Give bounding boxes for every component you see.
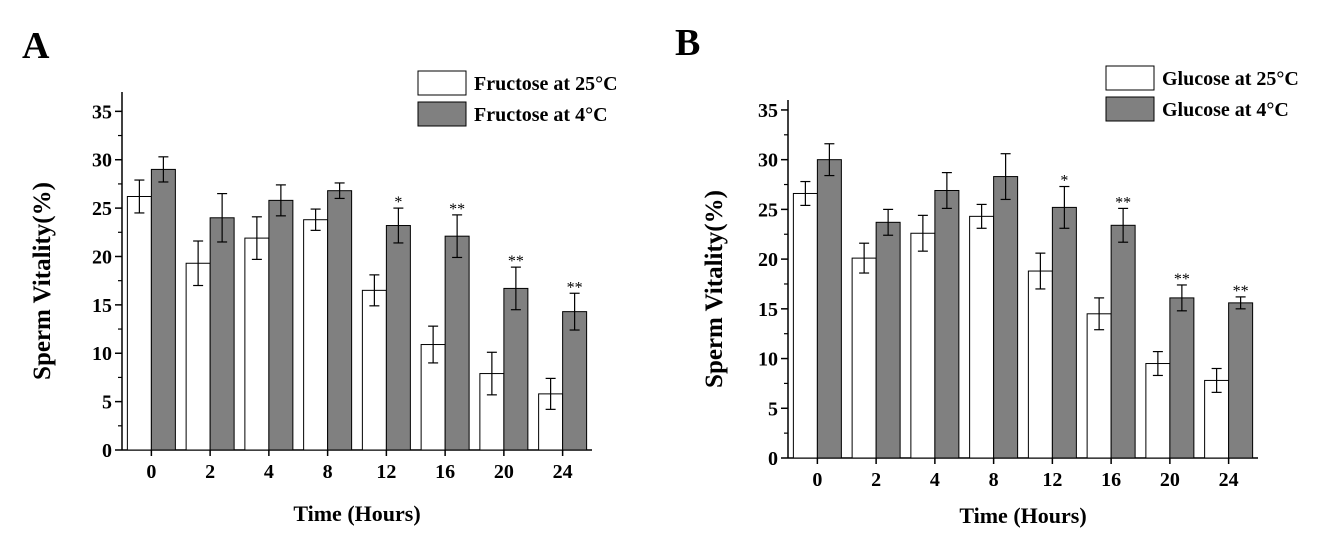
x-axis-title: Time (Hours) xyxy=(959,503,1086,528)
x-tick-label: 2 xyxy=(871,469,881,491)
x-tick-label: 20 xyxy=(494,461,514,483)
bar-series-1 xyxy=(934,189,960,459)
bar-series-0 xyxy=(851,257,877,459)
bar-series-1 xyxy=(268,199,294,451)
y-tick-label: 5 xyxy=(768,398,778,420)
bar-series-1 xyxy=(444,235,470,451)
legend-label-0: Glucose at 25°C xyxy=(1162,68,1299,90)
y-tick-label: 10 xyxy=(758,349,778,371)
y-tick-label: 25 xyxy=(758,199,778,221)
bar-series-1 xyxy=(150,168,176,451)
bar-series-0 xyxy=(244,237,270,451)
legend-label-0: Fructose at 25°C xyxy=(474,73,618,95)
panel-label: A xyxy=(22,25,50,67)
y-tick-label: 35 xyxy=(92,101,112,123)
x-tick-label: 2 xyxy=(205,461,215,483)
x-tick-label: 24 xyxy=(553,461,573,483)
x-tick-label: 20 xyxy=(1160,469,1180,491)
y-tick-label: 0 xyxy=(102,440,112,462)
significance-label: ** xyxy=(508,253,524,270)
significance-label: ** xyxy=(1174,271,1190,288)
y-tick-label: 30 xyxy=(758,150,778,172)
x-tick-label: 0 xyxy=(812,469,822,491)
y-tick-label: 15 xyxy=(92,295,112,317)
bar-series-0 xyxy=(1086,313,1112,459)
bar-series-0 xyxy=(1027,270,1053,459)
bar-series-1 xyxy=(875,221,901,459)
x-tick-label: 0 xyxy=(146,461,156,483)
x-tick-label: 8 xyxy=(323,461,333,483)
x-tick-label: 24 xyxy=(1219,469,1239,491)
legend-label-1: Fructose at 4°C xyxy=(474,104,608,126)
legend-swatch-0 xyxy=(417,70,467,96)
bar-series-1 xyxy=(209,217,235,451)
bar-series-1 xyxy=(816,159,842,459)
y-tick-label: 0 xyxy=(768,448,778,470)
significance-label: ** xyxy=(567,279,583,296)
y-tick-label: 10 xyxy=(92,343,112,365)
bar-series-1 xyxy=(1051,206,1077,459)
legend-swatch-1 xyxy=(1105,96,1155,122)
bar-series-0 xyxy=(361,289,387,451)
significance-label: ** xyxy=(449,201,465,218)
bar-series-0 xyxy=(303,219,329,451)
y-tick-label: 20 xyxy=(92,246,112,268)
y-axis-title: Sperm Vitality(%) xyxy=(29,182,56,380)
x-tick-label: 12 xyxy=(1042,469,1062,491)
bar-series-0 xyxy=(910,232,936,459)
y-tick-label: 20 xyxy=(758,249,778,271)
bar-series-0 xyxy=(969,215,995,459)
x-tick-label: 8 xyxy=(989,469,999,491)
bar-series-1 xyxy=(1228,302,1254,459)
y-tick-label: 5 xyxy=(102,392,112,414)
bar-series-1 xyxy=(1110,224,1136,459)
bar-series-0 xyxy=(792,192,818,459)
bar-series-1 xyxy=(385,225,411,451)
x-axis-title: Time (Hours) xyxy=(293,501,420,526)
x-tick-label: 12 xyxy=(376,461,396,483)
x-tick-label: 4 xyxy=(264,461,274,483)
significance-label: ** xyxy=(1233,283,1249,300)
panel-label: B xyxy=(675,22,700,64)
bar-series-1 xyxy=(562,311,588,451)
bar-series-0 xyxy=(185,262,211,451)
y-tick-label: 30 xyxy=(92,150,112,172)
legend-swatch-1 xyxy=(417,101,467,127)
significance-label: ** xyxy=(1115,194,1131,211)
y-tick-label: 35 xyxy=(758,100,778,122)
legend: Glucose at 25°C Glucose at 4°C xyxy=(1105,65,1299,122)
y-tick-label: 25 xyxy=(92,198,112,220)
y-axis-title: Sperm Vitality(%) xyxy=(701,190,728,388)
bar-series-1 xyxy=(993,176,1019,459)
significance-label: * xyxy=(1060,173,1068,190)
x-tick-label: 16 xyxy=(435,461,455,483)
y-tick-label: 15 xyxy=(758,299,778,321)
bar-series-0 xyxy=(1145,363,1171,459)
significance-label: * xyxy=(394,194,402,211)
legend-swatch-0 xyxy=(1105,65,1155,91)
bar-series-1 xyxy=(503,287,529,451)
legend: Fructose at 25°C Fructose at 4°C xyxy=(417,70,618,127)
bar-series-0 xyxy=(126,195,152,451)
legend-label-1: Glucose at 4°C xyxy=(1162,99,1289,121)
x-tick-label: 4 xyxy=(930,469,940,491)
bar-series-1 xyxy=(327,190,353,451)
x-tick-label: 16 xyxy=(1101,469,1121,491)
bar-series-1 xyxy=(1169,297,1195,459)
